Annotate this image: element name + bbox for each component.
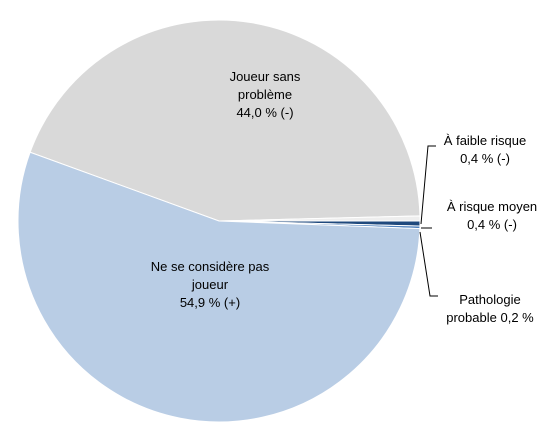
slice-label: Ne se considère pas joueur 54,9 % (+) — [150, 258, 270, 312]
slice-name: Pathologie probable — [446, 292, 525, 325]
slice-label: Joueur sans problème 44,0 % (-) — [210, 68, 320, 122]
slice-value: 44,0 % (-) — [236, 105, 294, 120]
slice-name: À faible risque — [443, 133, 527, 148]
slice-value: 0,4 % (-) — [460, 151, 510, 166]
slice-value: 54,9 % (+) — [179, 295, 241, 310]
leader-line — [420, 145, 436, 225]
slice-value: 0,2 % — [500, 310, 534, 325]
pie-slice — [17, 151, 421, 423]
pie-slice — [29, 19, 421, 222]
slice-name: Ne se considère pas joueur — [150, 259, 277, 292]
slice-label: À faible risque 0,4 % (-) — [430, 132, 540, 168]
slice-value: 0,4 % (-) — [467, 217, 517, 232]
slice-label: Pathologie probable 0,2 % — [435, 291, 545, 327]
slice-name: À risque moyen — [446, 199, 538, 214]
leader-line — [419, 231, 438, 297]
slice-name: Joueur sans problème — [229, 69, 305, 102]
slice-label: À risque moyen 0,4 % (-) — [437, 198, 547, 234]
